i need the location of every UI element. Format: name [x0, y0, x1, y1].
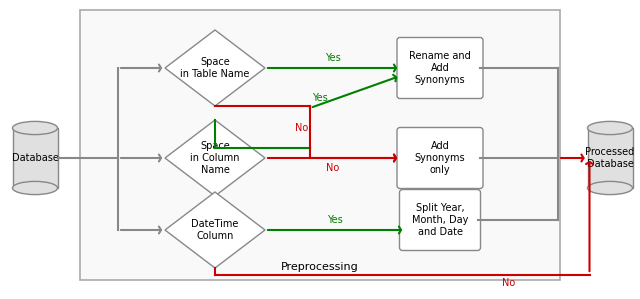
Text: Split Year,
Month, Day
and Date: Split Year, Month, Day and Date	[412, 203, 468, 237]
Text: Space
in Column
Name: Space in Column Name	[190, 141, 240, 175]
Text: Add
Synonyms
only: Add Synonyms only	[415, 141, 465, 175]
Polygon shape	[165, 192, 265, 268]
Text: Processed
Database: Processed Database	[586, 147, 635, 169]
FancyBboxPatch shape	[399, 190, 481, 251]
Ellipse shape	[588, 181, 632, 195]
FancyBboxPatch shape	[13, 128, 58, 188]
Text: Preprocessing: Preprocessing	[281, 262, 359, 272]
Ellipse shape	[13, 181, 58, 195]
FancyBboxPatch shape	[588, 128, 632, 188]
Ellipse shape	[588, 121, 632, 135]
Text: DateTime
Column: DateTime Column	[191, 219, 239, 241]
Text: No: No	[295, 123, 308, 133]
FancyBboxPatch shape	[397, 37, 483, 98]
Ellipse shape	[13, 121, 58, 135]
Text: Yes: Yes	[327, 215, 343, 225]
Polygon shape	[165, 30, 265, 106]
Text: Yes: Yes	[324, 53, 340, 63]
Text: Rename and
Add
Synonyms: Rename and Add Synonyms	[409, 51, 471, 85]
Text: Yes: Yes	[312, 93, 328, 103]
Text: Space
in Table Name: Space in Table Name	[180, 57, 250, 79]
Polygon shape	[165, 120, 265, 196]
Text: Database: Database	[12, 153, 58, 163]
FancyBboxPatch shape	[397, 127, 483, 188]
FancyBboxPatch shape	[80, 10, 560, 280]
Text: No: No	[326, 163, 339, 173]
Text: No: No	[502, 278, 515, 288]
